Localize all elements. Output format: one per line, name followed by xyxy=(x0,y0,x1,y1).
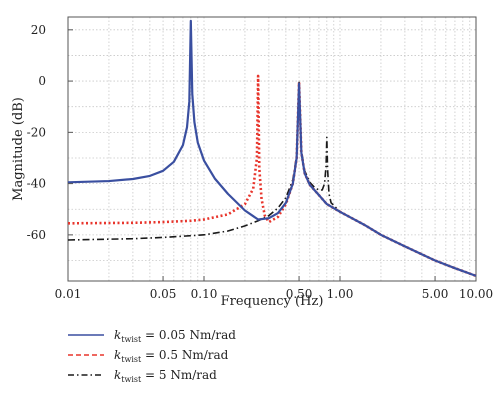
legend-label-2: ktwist = 0.5 Nm/rad xyxy=(114,348,229,364)
x-tick-label: 5.00 xyxy=(422,287,449,301)
ticks: 0.01 0.05 0.10 0.50 1.00 5.00 10.00 20 0 -20 -40 -6… xyxy=(27,23,494,301)
series-layer xyxy=(67,19,477,278)
x-axis-label: Frequency (Hz) xyxy=(221,294,324,309)
x-tick-label: 0.05 xyxy=(150,287,177,301)
x-tick-label: 1.00 xyxy=(327,287,354,301)
y-tick-label: 20 xyxy=(31,23,46,37)
y-tick-label: 0 xyxy=(38,74,46,88)
plot-frame xyxy=(67,16,477,282)
legend: ktwist = 0.05 Nm/rad ktwist = 0.5 Nm/rad k… xyxy=(68,328,236,384)
grid xyxy=(68,17,476,281)
x-tick-label: 10.00 xyxy=(459,287,493,301)
series-line-1 xyxy=(67,19,477,277)
x-tick-label: 0.50 xyxy=(286,287,313,301)
legend-label-3: ktwist = 5 Nm/rad xyxy=(114,368,217,384)
y-tick-label: -60 xyxy=(27,228,46,242)
y-tick-label: -20 xyxy=(27,125,46,139)
series-line-2 xyxy=(67,74,477,278)
x-tick-label: 0.01 xyxy=(55,287,82,301)
y-axis-label: Magnitude (dB) xyxy=(11,97,26,201)
y-tick-label: -40 xyxy=(27,177,46,191)
legend-label-1: ktwist = 0.05 Nm/rad xyxy=(114,328,236,344)
x-tick-label: 0.10 xyxy=(191,287,218,301)
